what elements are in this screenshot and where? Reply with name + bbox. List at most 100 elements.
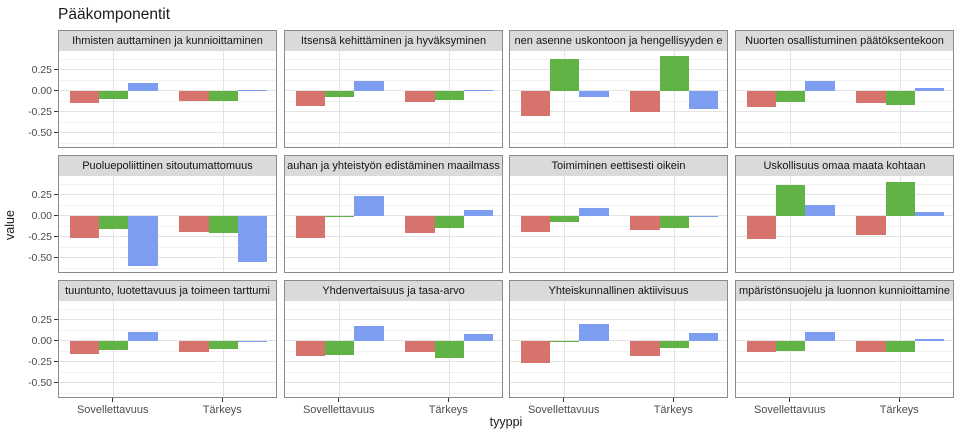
bar-green-series xyxy=(550,215,580,222)
x-tick-label: Sovellettavuus xyxy=(527,404,600,416)
gridline-major-y xyxy=(285,319,502,321)
x-tick-label: Sovellettavuus xyxy=(76,404,149,416)
bar-red-series xyxy=(179,90,209,101)
facet-strip: Ihmisten auttaminen ja kunnioittaminen xyxy=(58,30,277,52)
bar-red-series xyxy=(520,340,551,363)
y-tick-mark xyxy=(54,215,58,217)
gridline-minor-y xyxy=(285,204,502,206)
bar-green-series xyxy=(434,215,464,229)
y-tick-mark xyxy=(54,90,58,92)
gridline-minor-y xyxy=(59,58,276,60)
gridline-major-y xyxy=(510,132,727,134)
bar-green-series xyxy=(659,56,689,91)
facet-panel xyxy=(735,301,954,398)
gridline-major-x xyxy=(339,176,341,272)
facet-strip: nen asenne uskontoon ja hengellisyyden e xyxy=(509,30,728,52)
bar-green-series xyxy=(885,182,915,216)
gridline-minor-y xyxy=(285,267,502,269)
gridline-minor-y xyxy=(736,308,953,310)
gridline-minor-y xyxy=(285,58,502,60)
x-tick-mark xyxy=(447,398,449,402)
bar-green-series xyxy=(885,340,915,352)
facet-strip: tuuntunto, luotettavuus ja toimeen tartt… xyxy=(58,280,277,302)
gridline-major-y xyxy=(59,319,276,321)
gridline-minor-y xyxy=(510,100,727,102)
gridline-major-x xyxy=(790,176,792,272)
gridline-minor-y xyxy=(510,58,727,60)
y-axis-title: value xyxy=(3,210,17,240)
bar-green-series xyxy=(550,58,580,91)
gridline-minor-y xyxy=(59,350,276,352)
facet-strip-label: Ihmisten auttaminen ja kunnioittaminen xyxy=(72,35,263,47)
gridline-minor-y xyxy=(510,246,727,248)
gridline-minor-y xyxy=(736,121,953,123)
facet-panel xyxy=(284,51,503,148)
gridline-minor-y xyxy=(736,100,953,102)
y-tick-mark xyxy=(54,257,58,259)
gridline-minor-y xyxy=(285,79,502,81)
bar-red-series xyxy=(746,340,777,353)
gridline-minor-y xyxy=(285,246,502,248)
bar-blue-series xyxy=(914,212,945,216)
gridline-major-y xyxy=(285,340,502,342)
y-tick-mark xyxy=(54,319,58,321)
bar-red-series xyxy=(856,340,886,352)
gridline-major-y xyxy=(510,319,727,321)
gridline-major-y xyxy=(736,111,953,113)
gridline-major-y xyxy=(736,236,953,238)
bar-blue-series xyxy=(579,90,609,98)
bar-green-series xyxy=(325,215,355,218)
gridline-major-y xyxy=(736,361,953,363)
facet-panel xyxy=(58,176,277,273)
bar-red-series xyxy=(295,340,326,356)
facet-strip-label: Uskollisuus omaa maata kohtaan xyxy=(763,160,926,172)
y-tick-mark xyxy=(54,236,58,238)
y-tick-mark xyxy=(54,361,58,363)
bar-red-series xyxy=(405,340,435,353)
gridline-major-y xyxy=(510,257,727,259)
y-tick-label: -0.25 xyxy=(28,355,52,368)
gridline-minor-y xyxy=(59,100,276,102)
gridline-major-x xyxy=(899,176,901,272)
facet-panel xyxy=(735,51,954,148)
bar-blue-series xyxy=(237,89,268,91)
gridline-minor-y xyxy=(285,350,502,352)
gridline-minor-y xyxy=(285,142,502,144)
bar-blue-series xyxy=(128,332,158,341)
facet-strip-label: tuuntunto, luotettavuus ja toimeen tartt… xyxy=(65,285,270,297)
facet-panel xyxy=(284,176,503,273)
facet-panel xyxy=(735,176,954,273)
gridline-major-y xyxy=(285,69,502,71)
gridline-minor-y xyxy=(59,225,276,227)
bar-green-series xyxy=(99,340,129,350)
bar-blue-series xyxy=(354,195,384,216)
gridline-major-y xyxy=(736,132,953,134)
chart-title: Pääkomponentit xyxy=(58,6,171,23)
bar-green-series xyxy=(776,184,806,216)
bar-red-series xyxy=(69,340,100,355)
x-tick-mark xyxy=(898,398,900,402)
gridline-major-y xyxy=(510,194,727,196)
gridline-minor-y xyxy=(736,350,953,352)
x-tick-label: Tärkeys xyxy=(879,404,919,416)
gridline-minor-y xyxy=(59,308,276,310)
gridline-major-x xyxy=(113,51,115,147)
bar-green-series xyxy=(325,340,355,355)
bar-blue-series xyxy=(237,215,268,262)
gridline-major-y xyxy=(510,69,727,71)
gridline-minor-y xyxy=(285,371,502,373)
x-tick-mark xyxy=(338,398,340,402)
gridline-major-y xyxy=(736,69,953,71)
y-tick-label: 0.00 xyxy=(31,209,52,222)
gridline-minor-y xyxy=(59,183,276,185)
facet-strip: Uskollisuus omaa maata kohtaan xyxy=(735,155,954,177)
gridline-major-y xyxy=(285,90,502,92)
gridline-major-y xyxy=(59,215,276,217)
facet-strip-label: Itsensä kehittäminen ja hyväksyminen xyxy=(300,35,487,47)
gridline-minor-y xyxy=(285,308,502,310)
gridline-minor-y xyxy=(510,350,727,352)
gridline-major-y xyxy=(59,194,276,196)
gridline-major-y xyxy=(510,90,727,92)
facet-strip-label: Yhdenvertaisuus ja tasa-arvo xyxy=(322,285,465,297)
gridline-major-y xyxy=(285,257,502,259)
